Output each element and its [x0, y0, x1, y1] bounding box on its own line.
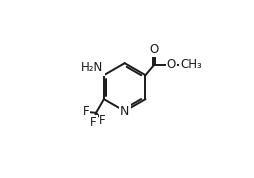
- Text: F: F: [90, 116, 97, 129]
- Text: O: O: [150, 43, 159, 56]
- Text: CH₃: CH₃: [180, 58, 202, 71]
- Text: O: O: [166, 58, 176, 71]
- Text: H₂N: H₂N: [81, 61, 103, 74]
- Text: F: F: [99, 114, 106, 127]
- Text: F: F: [83, 105, 89, 118]
- Text: N: N: [120, 105, 129, 118]
